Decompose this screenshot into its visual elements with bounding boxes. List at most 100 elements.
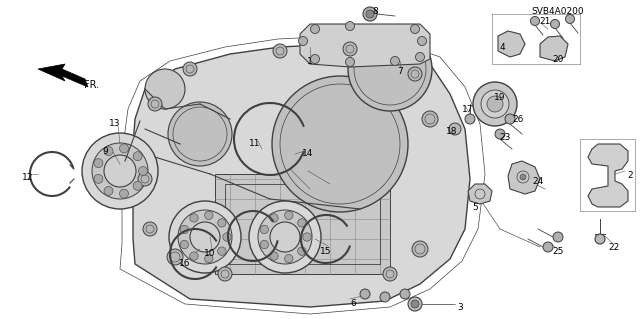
Circle shape <box>190 252 198 260</box>
Circle shape <box>310 55 319 63</box>
Circle shape <box>520 174 526 180</box>
Text: 22: 22 <box>609 242 620 251</box>
Text: 12: 12 <box>22 173 34 182</box>
Circle shape <box>348 27 432 111</box>
Circle shape <box>400 289 410 299</box>
Text: 8: 8 <box>372 6 378 16</box>
Circle shape <box>412 241 428 257</box>
Circle shape <box>272 76 408 212</box>
Text: 25: 25 <box>552 247 564 256</box>
Circle shape <box>148 97 162 111</box>
Circle shape <box>223 233 231 241</box>
Circle shape <box>94 159 103 167</box>
Circle shape <box>190 214 198 222</box>
Circle shape <box>422 111 438 127</box>
Circle shape <box>94 174 103 183</box>
Circle shape <box>260 225 269 234</box>
Circle shape <box>145 69 185 109</box>
Circle shape <box>343 42 357 56</box>
Circle shape <box>360 289 370 299</box>
Polygon shape <box>38 64 88 87</box>
Circle shape <box>566 14 575 24</box>
Text: 20: 20 <box>552 55 564 63</box>
Circle shape <box>120 189 129 198</box>
Polygon shape <box>588 144 628 207</box>
Text: 1: 1 <box>307 56 313 65</box>
Circle shape <box>168 102 232 166</box>
Circle shape <box>366 10 374 18</box>
Circle shape <box>218 219 226 227</box>
Text: 15: 15 <box>320 247 332 256</box>
Circle shape <box>285 211 293 219</box>
Text: 3: 3 <box>457 302 463 311</box>
Circle shape <box>408 297 422 311</box>
Circle shape <box>363 7 377 21</box>
Circle shape <box>180 240 189 249</box>
Text: 26: 26 <box>512 115 524 123</box>
Circle shape <box>190 222 220 252</box>
Circle shape <box>183 62 197 76</box>
Circle shape <box>285 255 293 263</box>
Text: SVB4A0200: SVB4A0200 <box>532 8 584 17</box>
Circle shape <box>411 300 419 308</box>
Circle shape <box>310 25 319 33</box>
Text: FR.: FR. <box>84 80 100 90</box>
Circle shape <box>138 172 152 186</box>
Circle shape <box>346 57 355 66</box>
Text: 23: 23 <box>499 132 511 142</box>
Circle shape <box>495 129 505 139</box>
Circle shape <box>390 56 399 65</box>
Circle shape <box>133 181 142 190</box>
Text: 16: 16 <box>179 259 191 269</box>
Text: 11: 11 <box>249 139 260 149</box>
Circle shape <box>487 96 503 112</box>
Text: 13: 13 <box>109 120 121 129</box>
Circle shape <box>180 225 189 234</box>
Text: 24: 24 <box>532 176 543 186</box>
Text: 7: 7 <box>397 66 403 76</box>
Circle shape <box>298 36 307 46</box>
Circle shape <box>270 252 278 260</box>
Polygon shape <box>132 44 470 307</box>
Text: 10: 10 <box>204 249 216 258</box>
Circle shape <box>481 90 509 118</box>
Circle shape <box>415 53 424 62</box>
Circle shape <box>273 44 287 58</box>
Circle shape <box>473 82 517 126</box>
Circle shape <box>553 232 563 242</box>
Circle shape <box>595 234 605 244</box>
Circle shape <box>383 267 397 281</box>
Text: 18: 18 <box>446 127 458 136</box>
Circle shape <box>249 201 321 273</box>
Polygon shape <box>508 161 540 194</box>
Text: 5: 5 <box>472 203 478 211</box>
Circle shape <box>143 222 157 236</box>
Text: 2: 2 <box>627 172 633 181</box>
Circle shape <box>104 147 113 156</box>
Circle shape <box>303 233 311 241</box>
Circle shape <box>205 255 213 263</box>
Circle shape <box>167 249 183 265</box>
Circle shape <box>92 143 148 199</box>
Polygon shape <box>215 174 390 274</box>
Circle shape <box>410 25 419 33</box>
Polygon shape <box>498 31 525 57</box>
Circle shape <box>169 201 241 273</box>
Circle shape <box>104 186 113 196</box>
Text: 6: 6 <box>350 300 356 308</box>
Circle shape <box>270 222 300 252</box>
Circle shape <box>218 247 226 255</box>
Circle shape <box>465 114 475 124</box>
Text: 17: 17 <box>462 105 474 114</box>
Circle shape <box>133 152 142 161</box>
Text: 14: 14 <box>302 150 314 159</box>
Circle shape <box>270 214 278 222</box>
Text: 9: 9 <box>102 146 108 155</box>
Circle shape <box>218 267 232 281</box>
Polygon shape <box>468 184 492 204</box>
Circle shape <box>449 123 461 135</box>
Circle shape <box>298 219 306 227</box>
Circle shape <box>178 210 232 264</box>
Circle shape <box>298 247 306 255</box>
Circle shape <box>120 144 129 153</box>
